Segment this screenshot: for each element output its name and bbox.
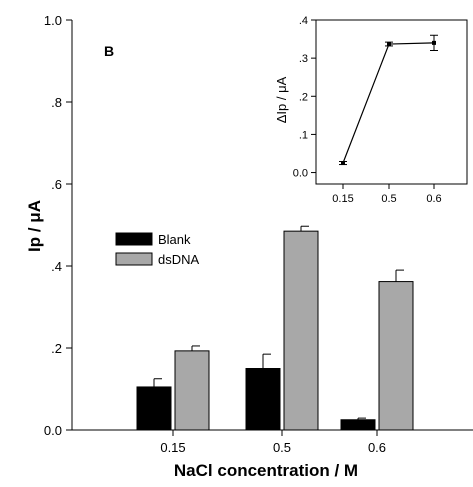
inset-chart: 0.0 .1 .2 .3 .4 0.15 0.5 0.6 ΔIp / μA xyxy=(274,15,468,205)
y-tick-label: .6 xyxy=(51,177,62,192)
inset-plot xyxy=(339,34,438,166)
main-error-bars xyxy=(153,225,404,420)
inset-y-tick-label: .4 xyxy=(299,15,308,27)
main-ticks: 0.0 .2 .4 .6 .8 1.0 0.15 0.5 0.6 xyxy=(44,13,386,455)
bar-dsdna-0.5 xyxy=(283,230,319,431)
inset-point xyxy=(341,161,345,166)
bar-blank-0.5 xyxy=(245,368,281,431)
bar-blank-0.6 xyxy=(340,419,376,431)
bar-blank-0.15 xyxy=(136,386,172,431)
y-tick-label: 0.0 xyxy=(44,423,62,438)
legend: Blank dsDNA xyxy=(115,232,200,267)
legend-swatch-blank xyxy=(115,232,153,246)
inset-x-tick-label: 0.6 xyxy=(426,193,441,205)
bar-dsdna-0.15 xyxy=(174,350,210,431)
inset-point xyxy=(387,42,391,47)
inset-frame xyxy=(315,19,468,185)
inset-x-tick-label: 0.15 xyxy=(332,193,353,205)
x-tick-label: 0.5 xyxy=(273,440,291,455)
y-tick-label: 1.0 xyxy=(44,13,62,28)
y-tick-label: .2 xyxy=(51,341,62,356)
legend-swatch-dsdna xyxy=(115,252,153,266)
inset-y-axis-label: ΔIp / μA xyxy=(274,76,289,123)
inset-y-tick-label: .1 xyxy=(299,129,308,141)
legend-label-blank: Blank xyxy=(158,232,191,247)
x-axis-label: NaCl concentration / M xyxy=(174,461,358,480)
inset-point xyxy=(432,40,436,45)
inset-x-tick-label: 0.5 xyxy=(381,193,396,205)
y-tick-label: .4 xyxy=(51,259,62,274)
inset-y-tick-label: .2 xyxy=(299,91,308,103)
x-tick-label: 0.6 xyxy=(368,440,386,455)
panel-label: B xyxy=(104,43,114,59)
y-tick-label: .8 xyxy=(51,95,62,110)
x-tick-label: 0.15 xyxy=(160,440,185,455)
main-bars xyxy=(136,230,414,431)
bar-dsdna-0.6 xyxy=(378,281,414,431)
inset-y-tick-label: .3 xyxy=(299,53,308,65)
legend-label-dsdna: dsDNA xyxy=(158,252,200,267)
inset-y-tick-label: 0.0 xyxy=(293,168,308,180)
y-axis-label: Ip / μA xyxy=(25,200,44,252)
inset-ticks: 0.0 .1 .2 .3 .4 0.15 0.5 0.6 xyxy=(293,15,442,205)
